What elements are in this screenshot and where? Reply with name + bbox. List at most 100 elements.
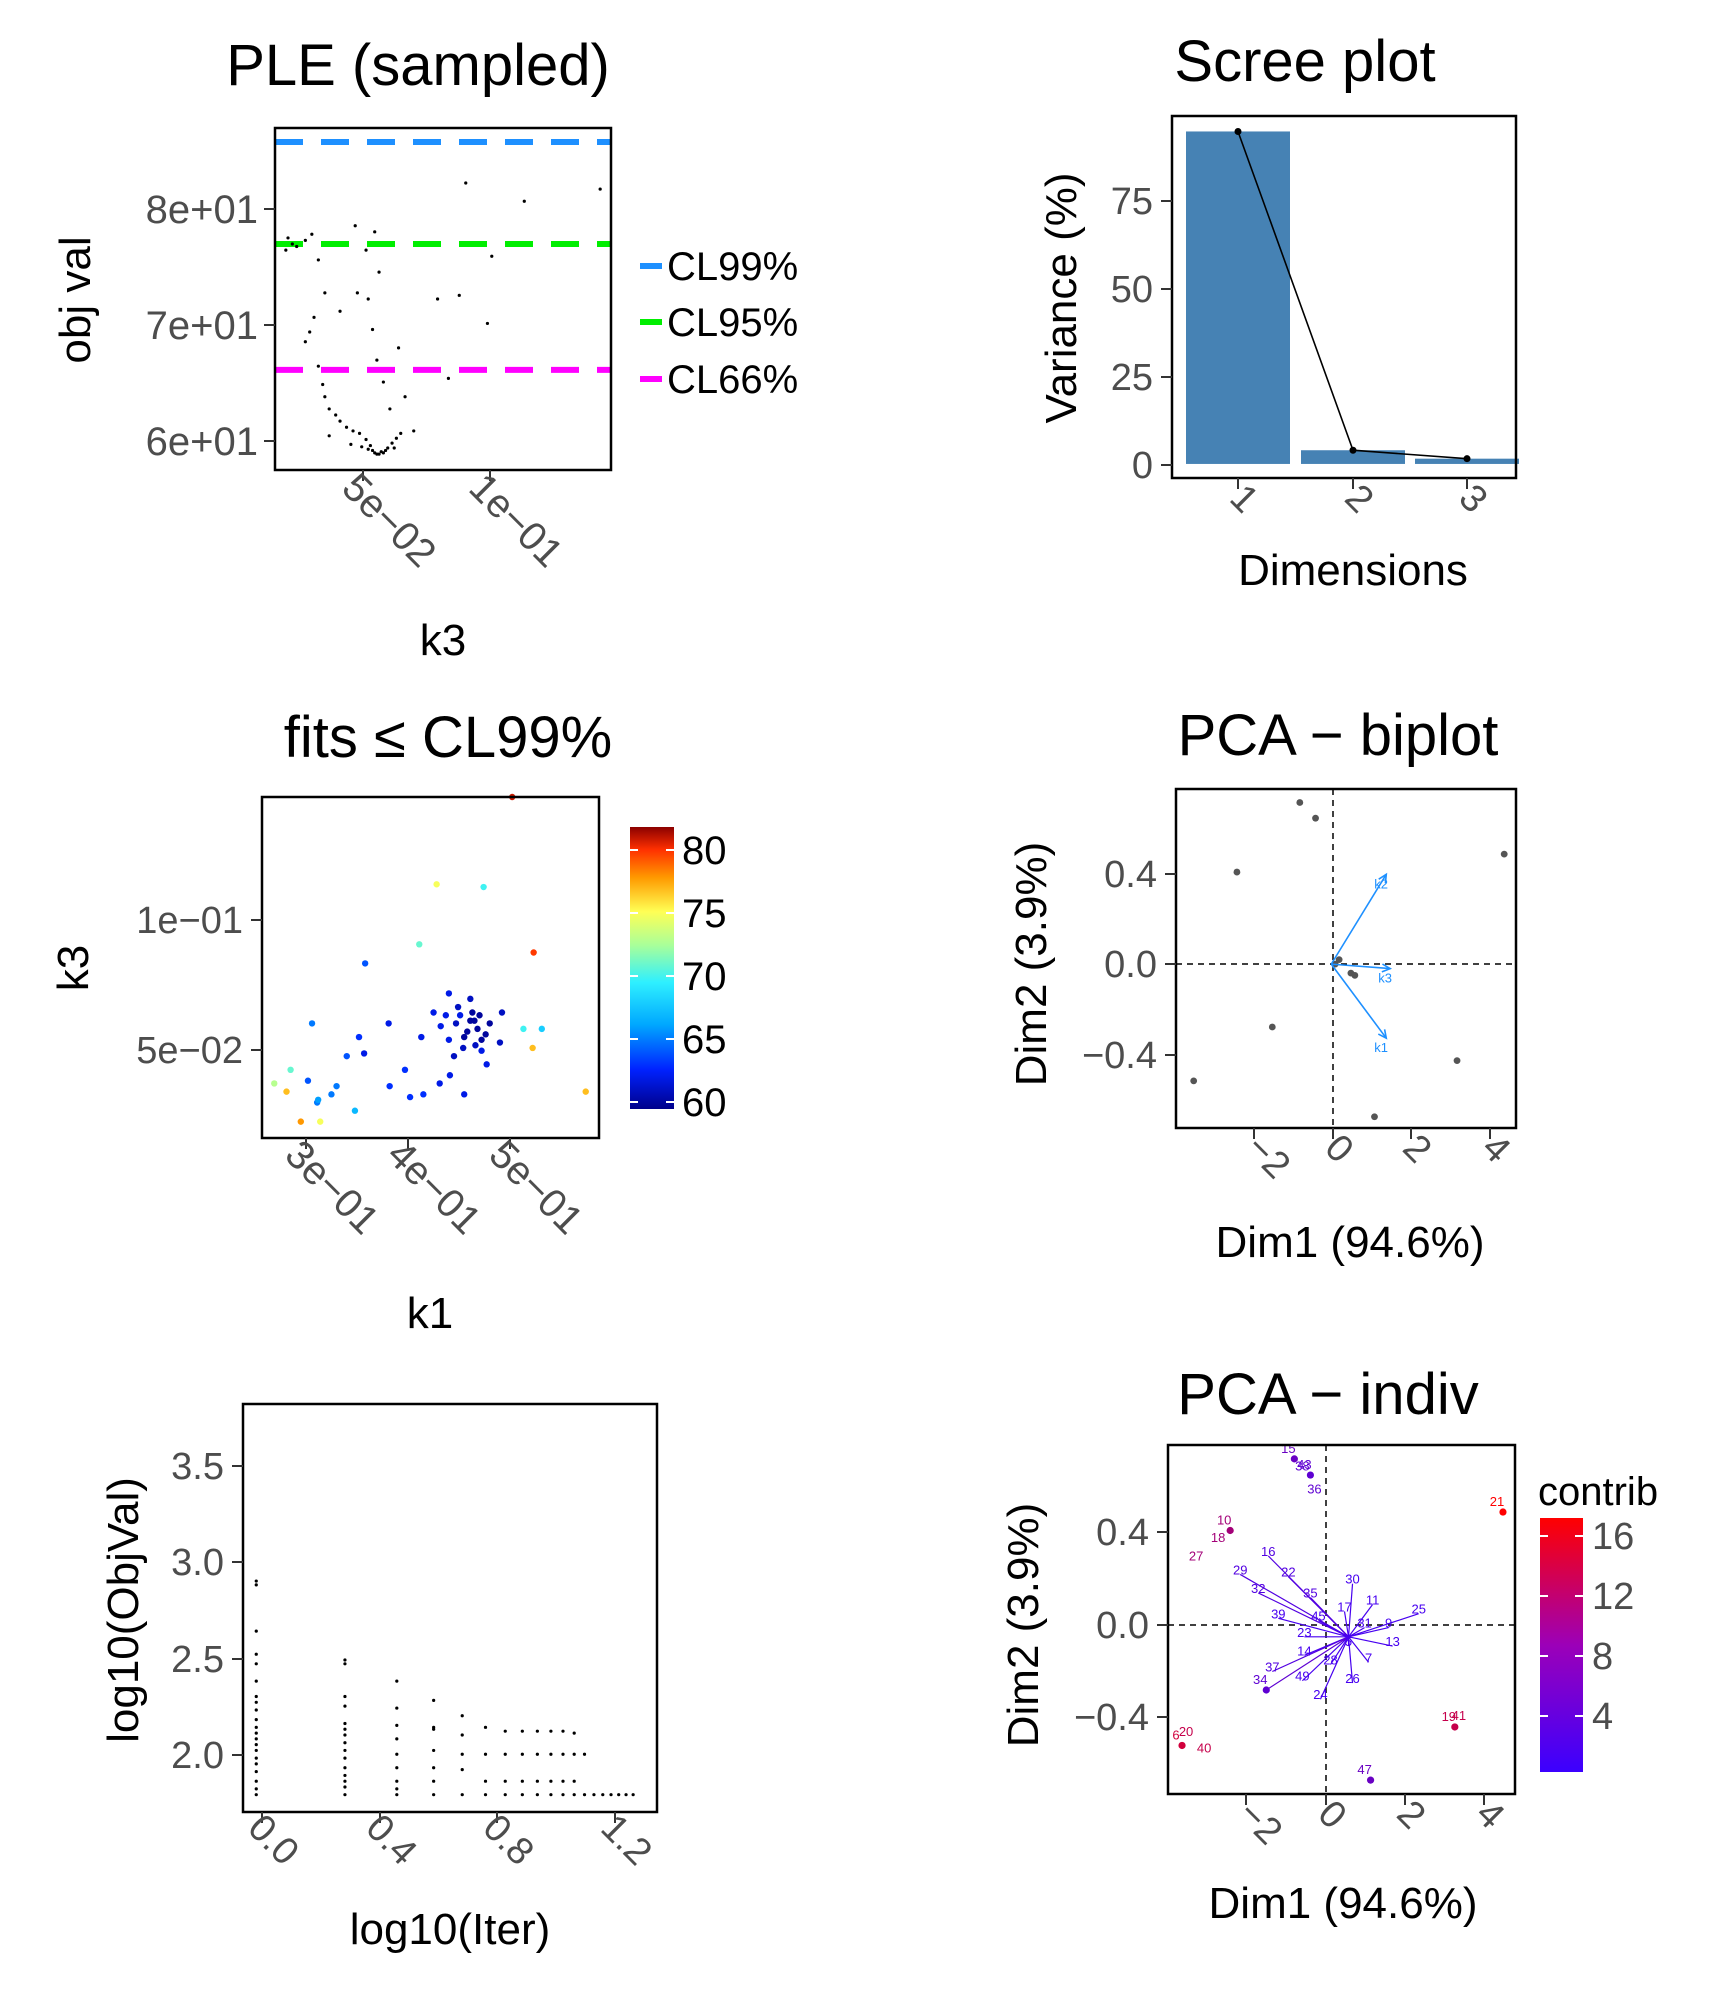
indiv-label: 34 bbox=[1253, 1672, 1267, 1687]
fits-point bbox=[450, 1052, 458, 1060]
indiv-colorbar-label: 16 bbox=[1592, 1516, 1634, 1558]
iter-point bbox=[520, 1752, 524, 1756]
iter-point bbox=[460, 1752, 464, 1756]
legend-label-cl95: CL95% bbox=[667, 301, 798, 345]
legend-label-cl66: CL66% bbox=[667, 358, 798, 402]
indiv-ray bbox=[1347, 1636, 1354, 1684]
indiv-colorbar-title: contrib bbox=[1538, 1470, 1658, 1514]
indiv-point bbox=[1262, 1686, 1270, 1694]
scree-xtick-label: 2 bbox=[1337, 477, 1382, 522]
indiv-label: 24 bbox=[1313, 1687, 1327, 1702]
biplot-arrows: k2 k3 k1 bbox=[1330, 872, 1393, 1055]
indiv-point bbox=[1451, 1723, 1459, 1731]
indiv-plot-frame bbox=[1166, 1443, 1517, 1796]
indiv-label: 41 bbox=[1452, 1708, 1466, 1723]
indiv-ytick-label: 0.4 bbox=[1096, 1512, 1149, 1554]
iter-point bbox=[254, 1579, 258, 1583]
iter-point bbox=[254, 1743, 258, 1747]
iter-point bbox=[432, 1766, 436, 1770]
scree-ytick-label: 50 bbox=[1111, 269, 1153, 311]
iter-point bbox=[254, 1708, 258, 1712]
scree-point bbox=[1234, 127, 1242, 135]
ple-point bbox=[308, 330, 312, 334]
ple-point bbox=[338, 419, 342, 423]
iter-point bbox=[254, 1629, 258, 1633]
ple-point bbox=[392, 446, 396, 450]
iter-point bbox=[535, 1729, 539, 1733]
ple-point bbox=[370, 448, 375, 453]
indiv-label: 38 bbox=[1295, 1458, 1309, 1473]
indiv-label: 15 bbox=[1281, 1441, 1295, 1456]
biplot-arrow bbox=[1331, 963, 1391, 970]
indiv-label: 10 bbox=[1217, 1513, 1231, 1528]
biplot-points bbox=[1190, 799, 1508, 1121]
iter-point bbox=[254, 1793, 258, 1797]
indiv-label: 35 bbox=[1303, 1586, 1317, 1601]
scree-y-axis: 0 25 50 75 bbox=[1111, 181, 1172, 487]
fits-plot-frame bbox=[260, 795, 601, 1140]
fits-point bbox=[582, 1088, 589, 1095]
ple-point bbox=[344, 425, 349, 429]
ple-plot-frame bbox=[273, 126, 613, 472]
scree-bars bbox=[1186, 131, 1519, 464]
iter-point bbox=[609, 1793, 613, 1797]
fits-point bbox=[498, 1009, 506, 1016]
biplot-y-axis: 0.4 0.0 −0.4 bbox=[1082, 854, 1176, 1077]
iter-point bbox=[254, 1769, 258, 1774]
fits-colorbar: 80 75 70 65 60 bbox=[630, 827, 727, 1125]
ple-xtick-label: 5e−02 bbox=[334, 465, 445, 576]
scree-y-axis-label: Variance (%) bbox=[1037, 172, 1086, 423]
iter-y-axis: 2.0 2.5 3.0 3.5 bbox=[171, 1446, 243, 1777]
biplot-arrow-head bbox=[1377, 1029, 1388, 1040]
iter-point bbox=[343, 1793, 347, 1797]
iter-point bbox=[549, 1779, 553, 1783]
fits-point bbox=[454, 1003, 462, 1011]
iter-point bbox=[395, 1793, 399, 1797]
iter-point bbox=[572, 1731, 576, 1735]
fits-xtick-label: 3e−01 bbox=[277, 1132, 388, 1243]
iter-point bbox=[432, 1698, 436, 1702]
fits-point bbox=[416, 941, 423, 948]
ple-point bbox=[373, 230, 377, 234]
fits-point bbox=[304, 1077, 312, 1084]
ple-point bbox=[370, 327, 375, 332]
indiv-label: 47 bbox=[1357, 1762, 1371, 1777]
iter-point bbox=[343, 1773, 347, 1778]
indiv-label: 37 bbox=[1265, 1660, 1279, 1675]
iter-point bbox=[582, 1752, 587, 1756]
indiv-label: 17 bbox=[1337, 1599, 1351, 1614]
indiv-ray bbox=[1301, 1636, 1349, 1682]
scree-bar bbox=[1186, 131, 1290, 464]
ple-point bbox=[327, 434, 331, 438]
ple-point bbox=[366, 447, 370, 451]
biplot-arrow bbox=[1330, 873, 1387, 965]
iter-point bbox=[535, 1779, 539, 1783]
iter-points bbox=[254, 1579, 635, 1797]
ple-point bbox=[355, 291, 359, 295]
iter-point bbox=[460, 1793, 464, 1797]
indiv-y-axis-label: Dim2 (3.9%) bbox=[999, 1503, 1048, 1748]
ple-y-axis-label: obj val bbox=[51, 236, 100, 363]
indiv-ray bbox=[1348, 1627, 1389, 1638]
indiv-ytick-label: 0.0 bbox=[1096, 1605, 1149, 1647]
ple-point bbox=[364, 248, 368, 252]
fits-colorbar-label: 65 bbox=[682, 1018, 727, 1062]
iter-point bbox=[395, 1752, 399, 1756]
iter-point bbox=[535, 1793, 539, 1797]
indiv-colorbar-label: 12 bbox=[1592, 1576, 1634, 1618]
ple-ytick-label: 6e+01 bbox=[146, 420, 258, 464]
indiv-ray bbox=[1348, 1627, 1365, 1638]
indiv-y-axis: 0.4 0.0 −0.4 bbox=[1074, 1512, 1168, 1739]
iter-point bbox=[343, 1733, 347, 1737]
ple-point bbox=[435, 297, 440, 301]
indiv-label: 18 bbox=[1211, 1530, 1225, 1545]
ple-point bbox=[464, 181, 468, 185]
iter-point bbox=[503, 1752, 507, 1756]
ple-point bbox=[323, 291, 327, 295]
indiv-label: 16 bbox=[1261, 1544, 1275, 1559]
fits-point bbox=[496, 1039, 504, 1046]
iter-point bbox=[483, 1725, 488, 1729]
fits-point bbox=[459, 1044, 467, 1052]
indiv-label: 30 bbox=[1345, 1572, 1359, 1587]
